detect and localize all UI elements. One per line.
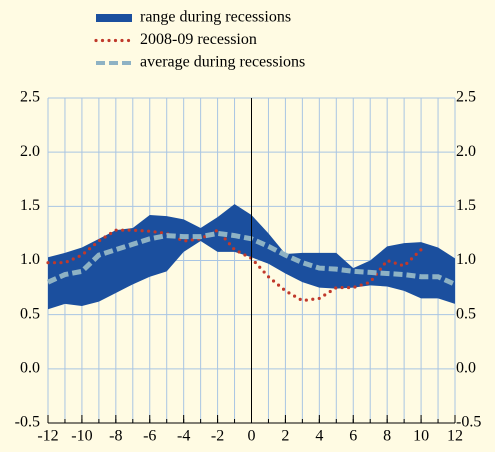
x-tick-label: 4 — [315, 428, 323, 445]
y-tick-label: 0.0 — [20, 360, 40, 377]
x-tick-label: -4 — [177, 428, 190, 445]
y-tick-label: 2.0 — [20, 143, 40, 160]
legend-label: average during recessions — [140, 54, 305, 71]
y-tick-label: 0.5 — [20, 305, 40, 322]
y2-tick-label: 0.5 — [456, 305, 476, 322]
x-tick-label: -8 — [109, 428, 122, 445]
y2-tick-label: 2.0 — [456, 143, 476, 160]
x-tick-label: 6 — [349, 428, 357, 445]
dotted-line — [46, 228, 423, 303]
x-tick-label: 2 — [281, 428, 289, 445]
legend-label: 2008-09 recession — [140, 31, 257, 48]
y-tick-label: 1.0 — [20, 251, 40, 268]
x-tick-label: 12 — [447, 428, 463, 445]
y-tick-label: 1.5 — [20, 197, 40, 214]
y-tick-label: 2.5 — [20, 89, 40, 106]
x-tick-label: -10 — [71, 428, 92, 445]
legend-label: range during recessions — [140, 9, 291, 26]
x-tick-label: 8 — [383, 428, 391, 445]
x-tick-label: 10 — [413, 428, 429, 445]
x-tick-label: 0 — [248, 428, 256, 445]
x-tick-label: -6 — [143, 428, 156, 445]
y-tick-label: -0.5 — [15, 414, 40, 431]
y2-tick-label: 1.5 — [456, 197, 476, 214]
x-tick-label: -12 — [37, 428, 58, 445]
y2-tick-label: 2.5 — [456, 89, 476, 106]
y2-tick-label: 0.0 — [456, 360, 476, 377]
y2-tick-label: -0.5 — [456, 414, 481, 431]
x-tick-label: -2 — [211, 428, 224, 445]
y2-tick-label: 1.0 — [456, 251, 476, 268]
legend-swatch — [96, 14, 132, 22]
